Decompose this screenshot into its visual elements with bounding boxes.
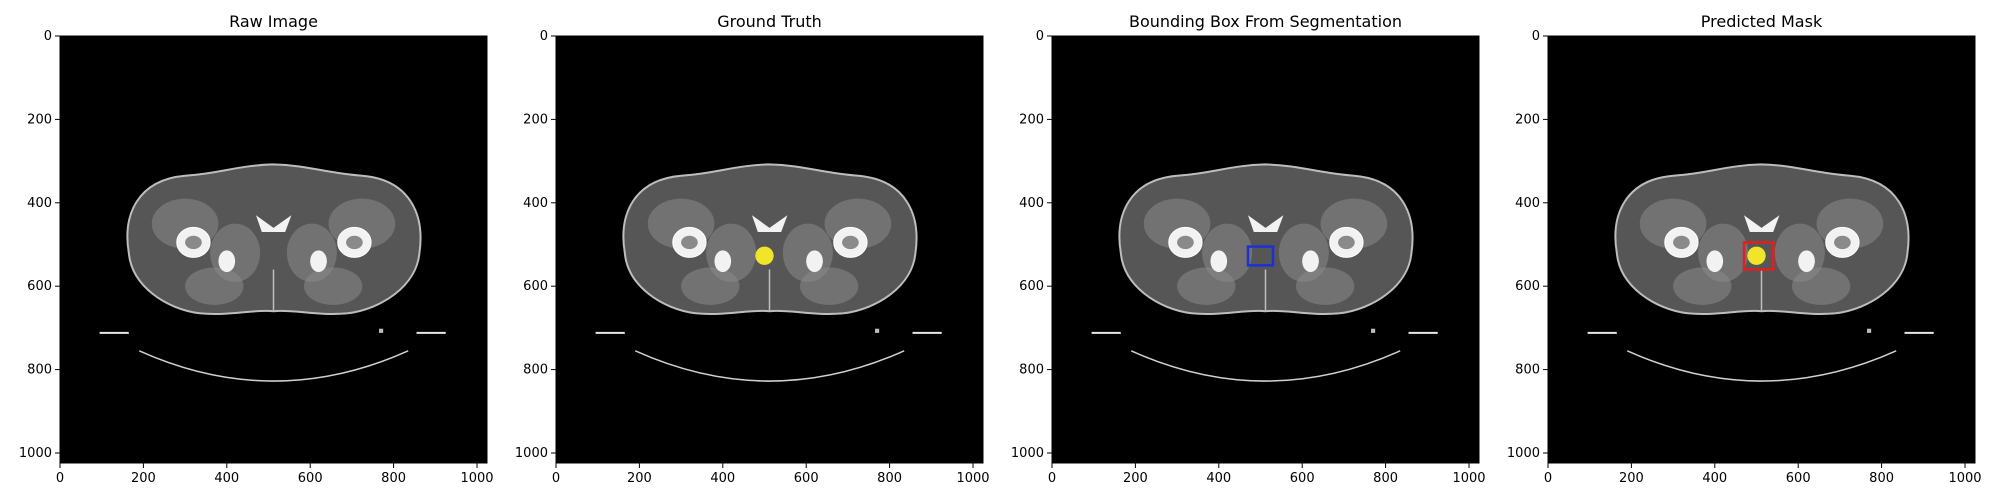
x-tick-label: 400 [1206, 471, 1231, 486]
y-tick-label: 800 [27, 363, 52, 378]
y-tick-label: 400 [27, 196, 52, 211]
bounding-box [1246, 245, 1275, 267]
ct-image [1052, 36, 1479, 463]
x-tick-label: 400 [214, 471, 239, 486]
axes-frame [1547, 35, 1976, 464]
x-tick-label: 200 [1123, 471, 1148, 486]
y-tick-label: 600 [27, 279, 52, 294]
x-tick-label: 1000 [956, 471, 989, 486]
panel-title: Predicted Mask [1701, 12, 1823, 31]
y-tick-label: 400 [1019, 196, 1044, 211]
y-tick-label: 0 [1532, 29, 1540, 44]
y-tick-label: 0 [540, 29, 548, 44]
panel-title: Raw Image [229, 12, 318, 31]
panel-title: Ground Truth [717, 12, 822, 31]
x-tick-label: 800 [1373, 471, 1398, 486]
x-tick-label: 800 [381, 471, 406, 486]
panel-4: Predicted Mask 0 0 200 200 400 400 600 600 800 800… [1507, 12, 1982, 486]
x-tick-label: 1000 [460, 471, 493, 486]
x-tick-label: 200 [131, 471, 156, 486]
panel-3: Bounding Box From Segmentation 0 0 200 200 40… [1011, 12, 1486, 486]
panel-2: Ground Truth 0 0 200 200 400 400 600 600 800 800 10… [515, 12, 990, 486]
y-tick-label: 200 [27, 112, 52, 127]
y-tick-label: 1000 [19, 446, 52, 461]
panel-1: Raw Image 0 0 200 200 400 400 600 600 800 800 1000 1… [19, 12, 494, 486]
x-tick-label: 0 [56, 471, 64, 486]
panel-title: Bounding Box From Segmentation [1129, 12, 1402, 31]
y-tick-label: 200 [1515, 112, 1540, 127]
ct-image [60, 36, 487, 463]
y-tick-label: 200 [1019, 112, 1044, 127]
y-tick-label: 600 [1019, 279, 1044, 294]
y-tick-label: 800 [523, 363, 548, 378]
y-tick-label: 600 [523, 279, 548, 294]
y-tick-label: 0 [1036, 29, 1044, 44]
predicted-bounding-box [1742, 241, 1775, 271]
x-tick-label: 0 [1544, 471, 1552, 486]
axes-frame [1051, 35, 1480, 464]
axes-frame [555, 35, 984, 464]
x-tick-label: 800 [1869, 471, 1894, 486]
x-tick-label: 1000 [1948, 471, 1981, 486]
y-tick-label: 600 [1515, 279, 1540, 294]
x-tick-label: 600 [1290, 471, 1315, 486]
x-tick-label: 200 [627, 471, 652, 486]
x-tick-label: 0 [1048, 471, 1056, 486]
axes-frame [59, 35, 488, 464]
x-tick-label: 800 [877, 471, 902, 486]
x-tick-label: 0 [552, 471, 560, 486]
x-tick-label: 400 [710, 471, 735, 486]
y-tick-label: 200 [523, 112, 548, 127]
y-tick-label: 400 [523, 196, 548, 211]
x-tick-label: 200 [1619, 471, 1644, 486]
y-tick-label: 800 [1019, 363, 1044, 378]
x-tick-label: 400 [1702, 471, 1727, 486]
y-tick-label: 800 [1515, 363, 1540, 378]
segmentation-mask [755, 246, 774, 265]
x-tick-label: 600 [794, 471, 819, 486]
x-tick-label: 1000 [1452, 471, 1485, 486]
y-tick-label: 400 [1515, 196, 1540, 211]
x-tick-label: 600 [1786, 471, 1811, 486]
x-tick-label: 600 [298, 471, 323, 486]
y-tick-label: 1000 [1507, 446, 1540, 461]
y-tick-label: 1000 [515, 446, 548, 461]
y-tick-label: 1000 [1011, 446, 1044, 461]
segmentation-mask [1747, 246, 1766, 265]
y-tick-label: 0 [44, 29, 52, 44]
